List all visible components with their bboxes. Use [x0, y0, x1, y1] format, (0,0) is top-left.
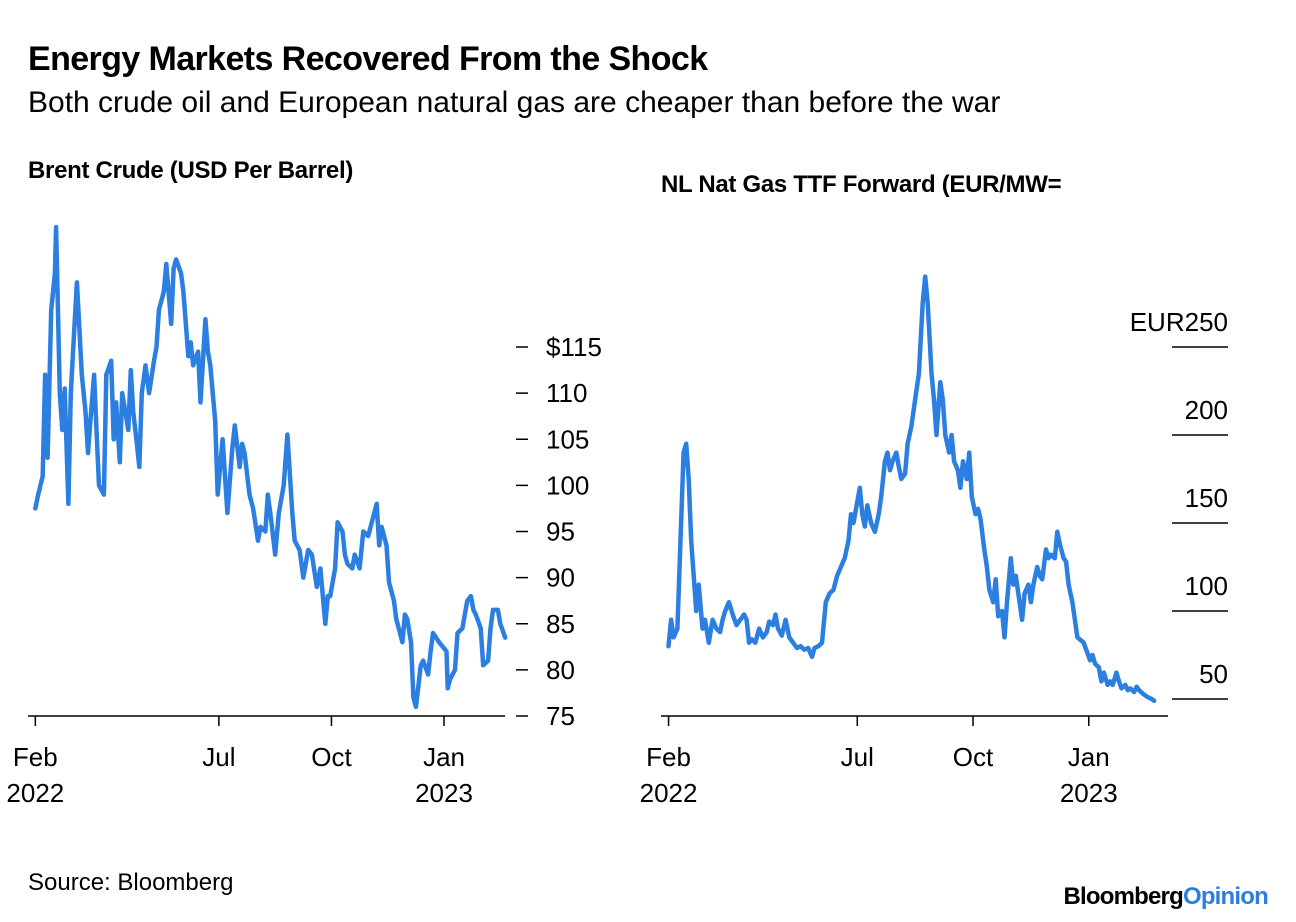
- brand-main: Bloomberg: [1063, 883, 1183, 910]
- chart-title: Energy Markets Recovered From the Shock: [28, 40, 708, 78]
- series-line: [33, 224, 508, 710]
- y-tick-label: $115: [546, 332, 602, 362]
- source-note: Source: Bloomberg: [28, 869, 234, 896]
- x-tick-label: Jul: [202, 742, 235, 772]
- bloomberg-opinion-logo: BloombergOpinion: [1063, 883, 1268, 911]
- y-tick-label: 90: [546, 563, 575, 593]
- series-line: [666, 274, 1157, 704]
- y-tick-label: 80: [546, 655, 575, 685]
- ttf-panel-title: NL Nat Gas TTF Forward (EUR/MW=: [661, 171, 1062, 198]
- y-tick-label: 200: [1185, 395, 1228, 425]
- y-tick-label: EUR250: [1130, 307, 1228, 337]
- y-tick-label: 100: [1185, 571, 1228, 601]
- x-tick-label: Jan: [1068, 742, 1110, 772]
- y-tick-label: 110: [546, 378, 587, 408]
- x-tick-year-label: 2022: [640, 778, 698, 808]
- y-tick-label: 105: [546, 424, 589, 454]
- ttf-gas-chart: Feb 2022 Jul Oct Jan 2023 50 100 150 200 EUR250: [640, 274, 1228, 808]
- y-tick-label: 95: [546, 517, 575, 547]
- y-tick-label: 100: [546, 470, 589, 500]
- x-tick-label: Oct: [311, 742, 352, 772]
- x-tick-year-label: 2022: [6, 778, 64, 808]
- y-tick-label: 75: [546, 701, 575, 731]
- x-tick-year-label: 2023: [415, 778, 473, 808]
- chart-subtitle: Both crude oil and European natural gas …: [28, 86, 1001, 119]
- brand-accent: Opinion: [1182, 883, 1269, 910]
- x-tick-label: Jul: [841, 742, 874, 772]
- x-tick-label: Feb: [13, 742, 58, 772]
- x-tick-year-label: 2023: [1060, 778, 1118, 808]
- y-tick-label: 150: [1185, 483, 1228, 513]
- x-tick-label: Jan: [423, 742, 465, 772]
- y-tick-label: 85: [546, 609, 575, 639]
- x-tick-label: Feb: [646, 742, 691, 772]
- y-tick-label: 50: [1199, 659, 1228, 689]
- brent-crude-chart: Feb 2022 Jul Oct Jan 2023 75 80 85 90 95 100 105 110 $…: [6, 224, 602, 808]
- x-tick-label: Oct: [953, 742, 994, 772]
- brent-panel-title: Brent Crude (USD Per Barrel): [28, 157, 354, 184]
